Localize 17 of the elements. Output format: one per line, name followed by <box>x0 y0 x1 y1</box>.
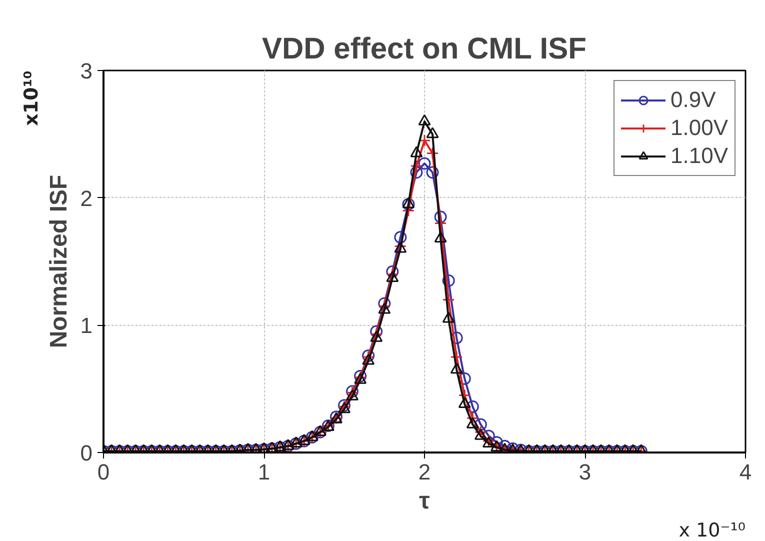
text: x10¹⁰ <box>20 70 42 126</box>
y-tick-label: 1 <box>80 313 93 338</box>
legend-label: 0.9V <box>670 87 716 113</box>
x-tick-label: 3 <box>578 460 592 484</box>
legend-label: 1.00V <box>670 115 728 141</box>
x-tick-label: 4 <box>739 460 752 484</box>
legend-label: 1.10V <box>670 143 728 169</box>
text: x 10⁻¹⁰ <box>678 520 746 541</box>
y-tick-label: 2 <box>80 186 93 211</box>
x-tick-label: 2 <box>418 460 431 484</box>
x-tick-label: 0 <box>97 460 110 484</box>
x-tick-label: 1 <box>258 460 270 484</box>
x-axis-title: τ <box>419 488 430 514</box>
y-tick-label: 3 <box>80 58 93 84</box>
chart-title: VDD effect on CML ISF <box>262 32 586 66</box>
y-axis-title: Normalized ISF <box>45 174 72 348</box>
y-tick-label: 0 <box>80 440 93 466</box>
